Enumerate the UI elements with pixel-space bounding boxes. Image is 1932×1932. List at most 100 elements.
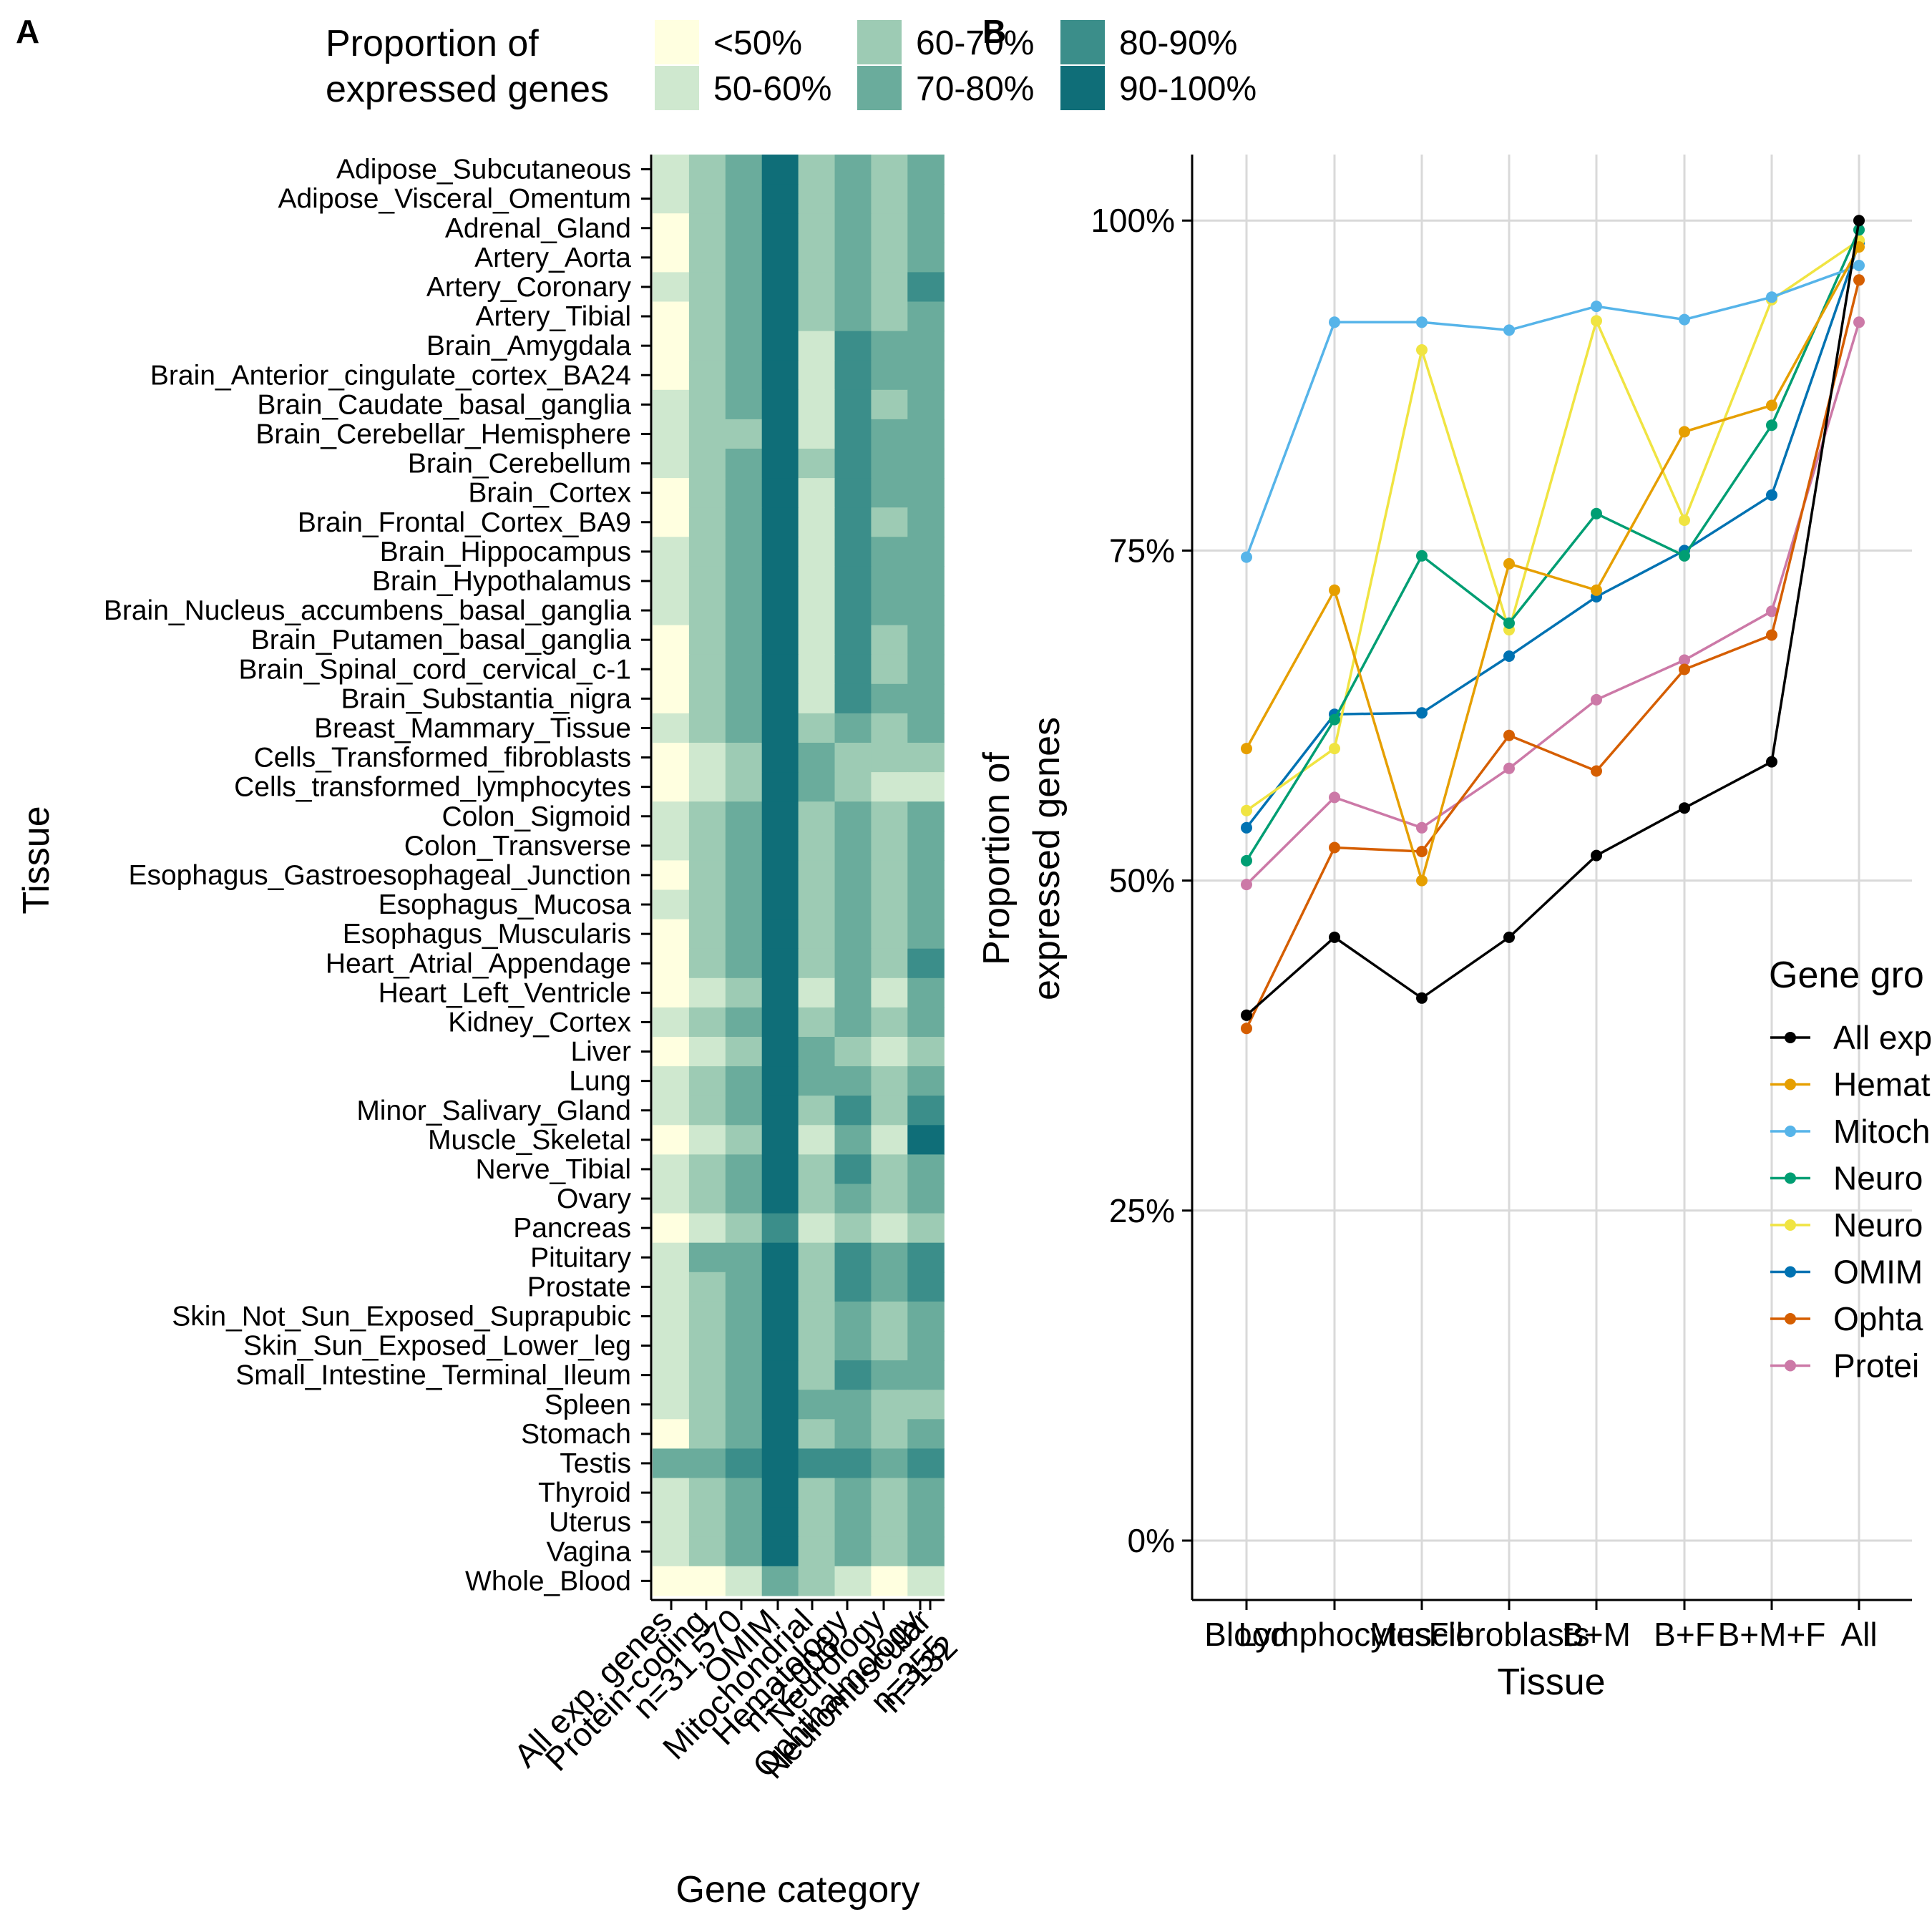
heatmap-cell <box>653 948 690 979</box>
line-point <box>1679 426 1690 438</box>
heatmap-cell <box>653 772 690 802</box>
line-point <box>1241 854 1252 867</box>
line-point <box>1241 551 1252 563</box>
heatmap-cell <box>761 772 799 802</box>
heatmap-cell <box>688 1242 726 1273</box>
heatmap-cell <box>834 213 872 243</box>
heatmap-cell <box>688 213 726 243</box>
heatmap-cell <box>725 449 763 479</box>
heatmap-cell <box>725 1536 763 1567</box>
heatmap-cell <box>834 331 872 361</box>
heatmap-cell <box>653 831 690 861</box>
heatmap-cell <box>871 389 908 420</box>
line-point <box>1416 707 1428 719</box>
heatmap-cell <box>834 419 872 449</box>
line-point <box>1591 693 1602 706</box>
heatmap-cell <box>871 449 908 479</box>
heatmap-row-label: Esophagus_Muscularis <box>343 919 631 950</box>
heatmap-cell <box>688 1272 726 1302</box>
heatmap-cell <box>653 1390 690 1420</box>
line-series <box>1241 316 1865 891</box>
heatmap-cell <box>761 1154 799 1185</box>
heatmap-cell <box>798 1272 836 1302</box>
heatmap-row-label: Vagina <box>546 1536 631 1567</box>
heatmap-cell <box>871 155 908 185</box>
heatmap-cell <box>688 713 726 743</box>
heatmap-cell <box>907 1007 945 1038</box>
line-point <box>1679 663 1690 675</box>
heatmap-cell <box>761 507 799 537</box>
line-x-axis-title: Tissue <box>1497 1662 1605 1703</box>
legend-label-0: <50% <box>713 24 802 62</box>
line-legend-key-point <box>1785 1266 1796 1278</box>
line-legend-label: OMIM <box>1833 1254 1923 1291</box>
heatmap-cell <box>688 478 726 508</box>
heatmap-cell <box>907 1272 945 1302</box>
heatmap-row-label: Skin_Sun_Exposed_Lower_leg <box>243 1331 631 1362</box>
line-point <box>1416 874 1428 887</box>
heatmap-cell <box>907 449 945 479</box>
heatmap-cell <box>725 1331 763 1361</box>
heatmap-cell <box>798 683 836 714</box>
heatmap-cell <box>798 360 836 391</box>
heatmap-cell <box>834 155 872 185</box>
heatmap-cell <box>834 772 872 802</box>
line-point <box>1241 1009 1252 1021</box>
line-point <box>1853 260 1865 271</box>
heatmap-cell <box>907 537 945 567</box>
line-point <box>1679 802 1690 814</box>
heatmap-cell <box>653 1419 690 1449</box>
heatmap-cell <box>871 713 908 743</box>
heatmap-cell <box>834 1331 872 1361</box>
line-y-tick-label: 50% <box>1109 862 1175 899</box>
line-legend-title: Gene gro <box>1769 955 1924 996</box>
heatmap-cell <box>871 625 908 655</box>
heatmap-cell <box>907 566 945 597</box>
line-point <box>1591 301 1602 313</box>
heatmap-cell <box>761 360 799 391</box>
heatmap-row-label: Small_Intestine_Terminal_Ileum <box>235 1360 631 1391</box>
heatmap-row-label: Thyroid <box>538 1478 631 1508</box>
line-point <box>1503 557 1515 570</box>
heatmap-row-label: Uterus <box>549 1507 631 1538</box>
legend-swatch-0 <box>655 20 699 64</box>
heatmap-cell <box>871 331 908 361</box>
heatmap-cell <box>907 478 945 508</box>
heatmap-cell <box>871 1066 908 1096</box>
heatmap-cell <box>688 537 726 567</box>
heatmap-cell <box>871 184 908 214</box>
heatmap-cell <box>725 301 763 332</box>
heatmap-cell <box>798 1507 836 1538</box>
heatmap-row-label: Brain_Nucleus_accumbens_basal_ganglia <box>104 595 631 626</box>
heatmap-cell <box>871 1390 908 1420</box>
line-point <box>1329 791 1340 804</box>
heatmap-cell <box>725 389 763 420</box>
heatmap-row-label: Artery_Aorta <box>474 243 631 273</box>
heatmap-cell <box>725 889 763 920</box>
heatmap-cell <box>798 213 836 243</box>
line-point <box>1503 931 1515 943</box>
heatmap-row-label: Adipose_Subcutaneous <box>336 155 631 185</box>
heatmap-cell <box>907 1184 945 1214</box>
line-point <box>1679 514 1690 526</box>
heatmap-cell <box>871 566 908 597</box>
heatmap-cell <box>688 1154 726 1185</box>
line-point <box>1241 879 1252 891</box>
heatmap-cell <box>761 743 799 773</box>
heatmap-cell <box>798 801 836 831</box>
heatmap-row-label: Pancreas <box>513 1213 631 1244</box>
line-legend-label: Protei <box>1833 1347 1919 1385</box>
line-point <box>1329 743 1340 755</box>
heatmap-cell <box>834 1536 872 1567</box>
heatmap-cell <box>688 507 726 537</box>
heatmap-cell <box>725 1507 763 1538</box>
heatmap-cell <box>798 1331 836 1361</box>
line-point <box>1329 713 1340 726</box>
heatmap-cell <box>907 272 945 303</box>
heatmap-cell <box>761 1096 799 1126</box>
heatmap-cell <box>871 1037 908 1067</box>
heatmap-cell <box>798 595 836 626</box>
line-point <box>1503 729 1515 741</box>
heatmap-cell <box>688 1213 726 1244</box>
